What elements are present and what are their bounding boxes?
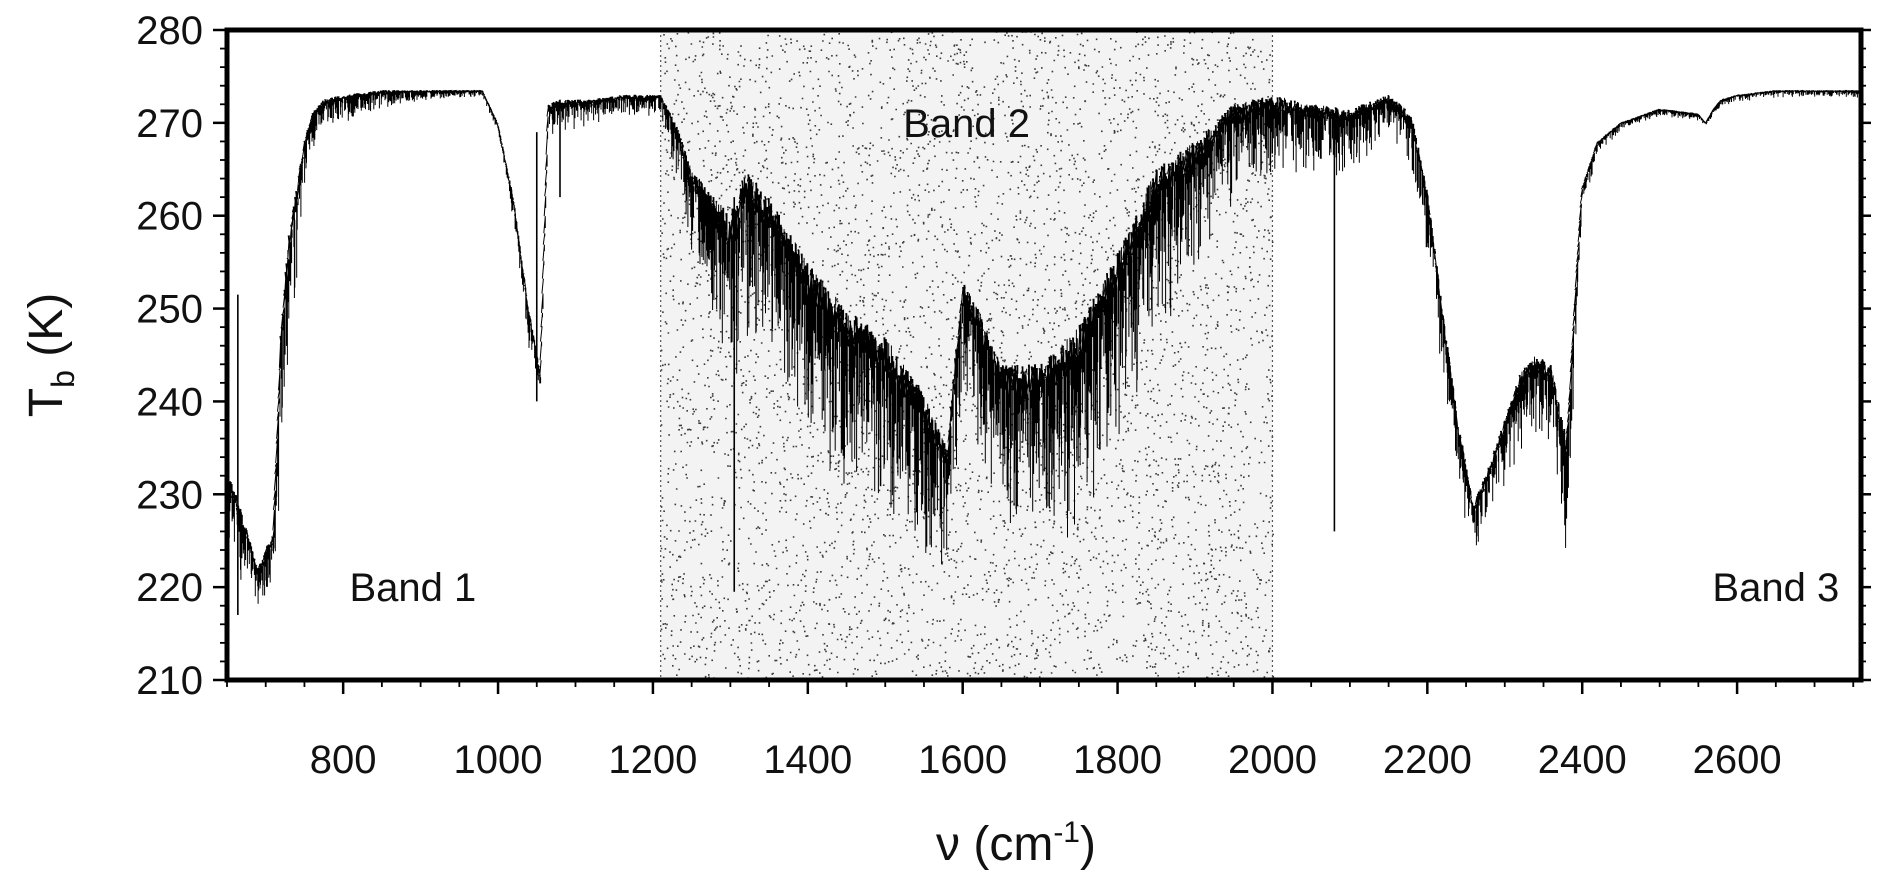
band-labels: Band 1 Band 2 Band 3	[349, 102, 1839, 610]
x-axis-label-main: ν (cm	[936, 818, 1053, 871]
y-tick-label-6: 270	[136, 102, 203, 146]
x-tick-label-0: 800	[310, 738, 377, 782]
x-tick-label-5: 1800	[1073, 738, 1162, 782]
x-tick-label-2: 1200	[608, 738, 697, 782]
y-tick-label-5: 260	[136, 195, 203, 239]
band-label-2: Band 2	[903, 102, 1030, 146]
x-tick-label-4: 1600	[918, 738, 1007, 782]
axis-ticks: 800 1000 1200 1400 1600 1800 2000 2200 2400 2600 2…	[136, 9, 1871, 782]
x-tick-label-6: 2000	[1228, 738, 1317, 782]
x-tick-label-8: 2400	[1538, 738, 1627, 782]
plot-frame	[224, 27, 1864, 683]
y-tick-label-4: 250	[136, 288, 203, 332]
x-axis-label-sup: -1	[1053, 816, 1080, 849]
band-label-3: Band 3	[1712, 566, 1839, 610]
x-tick-label-3: 1400	[763, 738, 852, 782]
x-axis-label-close: )	[1080, 818, 1096, 871]
y-axis-label: Tb (K)	[20, 293, 81, 417]
band-2-shaded-region	[660, 30, 1275, 682]
spectrum-trace-0	[227, 89, 1861, 604]
band-label-1: Band 1	[349, 566, 476, 610]
shaded-region-fill	[660, 30, 1273, 680]
x-axis-label: ν (cm-1)	[936, 816, 1096, 871]
y-tick-label-0: 210	[136, 659, 203, 703]
x-tick-label-1: 1000	[454, 738, 543, 782]
x-tick-label-9: 2600	[1693, 738, 1782, 782]
spectrum-series	[227, 89, 1861, 615]
y-tick-label-1: 220	[136, 566, 203, 610]
x-tick-label-7: 2200	[1383, 738, 1472, 782]
y-tick-label-2: 230	[136, 473, 203, 517]
y-axis-label-rest: (K)	[20, 293, 73, 370]
y-tick-label-3: 240	[136, 380, 203, 424]
y-axis-label-sub: b	[45, 370, 81, 388]
y-tick-label-7: 280	[136, 9, 203, 53]
y-axis-label-main: T	[20, 388, 73, 417]
